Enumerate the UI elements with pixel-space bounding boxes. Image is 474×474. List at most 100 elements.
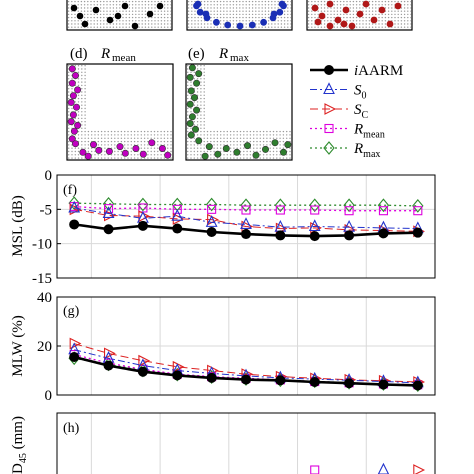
- panel-f-ytick-label: -10: [32, 237, 52, 253]
- panel-a-point: [92, 6, 100, 14]
- panel-d-point: [73, 103, 81, 111]
- panel-c-point: [378, 6, 386, 14]
- legend-marker: [323, 141, 335, 155]
- panel-g-point-iaarm: [309, 377, 320, 388]
- panel-e-label: (e): [188, 46, 205, 62]
- panel-f-point-rmean: [413, 206, 423, 216]
- panel-a-point: [70, 4, 78, 12]
- panel-a-point: [121, 2, 129, 10]
- panel-e-point: [186, 100, 194, 108]
- panel-d-point: [116, 143, 124, 151]
- panel-e-point: [279, 148, 287, 156]
- panel-a-point: [156, 2, 164, 10]
- panel-h: (h) D45 (mm): [10, 412, 436, 474]
- panel-g-point-iaarm: [378, 379, 389, 390]
- panel-f-point-rmean: [172, 204, 182, 214]
- panel-f-point-s0: [205, 215, 218, 227]
- legend-entry-rmax: Rmax: [310, 141, 380, 160]
- panel-d-point: [139, 150, 147, 158]
- panel-d-title-sub: mean: [112, 52, 136, 64]
- panel-f-point-rmax: [240, 198, 252, 213]
- panel-e-point: [192, 125, 200, 133]
- panel-f-point-iaarm: [172, 223, 183, 234]
- legend-entry-s0: S0: [310, 82, 367, 102]
- panel-g-series-sc: [74, 343, 418, 383]
- svg-text:D45 (mm): D45 (mm): [10, 416, 29, 474]
- panel-f-ylabel: MSL (dB): [10, 195, 26, 257]
- panel-d-title-main: R: [100, 46, 110, 62]
- panel-e-point: [222, 145, 230, 153]
- legend-label: Rmean: [353, 122, 385, 141]
- panel-g-point-iaarm: [103, 360, 114, 371]
- legend-entry-rmean: Rmean: [310, 122, 385, 141]
- panel-d-point: [74, 86, 82, 94]
- panel-f-point-rmax: [309, 198, 321, 213]
- panel-d-point: [67, 98, 75, 106]
- panel-f-point-rmax: [68, 196, 80, 211]
- panel-a-point: [146, 10, 154, 18]
- panel-f: 0 -5 -10 -15 (f) MSL (dB): [10, 168, 436, 287]
- panel-c-partial: [306, 0, 413, 31]
- panel-h-point-rmean: [310, 465, 320, 474]
- panel-b-point: [260, 18, 267, 26]
- panel-h-label: (h): [63, 421, 80, 436]
- panel-e-point: [233, 148, 241, 156]
- panel-c-point: [342, 6, 350, 14]
- panel-e-title-sub: max: [230, 52, 249, 64]
- panel-a-point: [76, 12, 84, 20]
- panel-h-point-s0: [377, 462, 390, 474]
- panel-g-ytick-label: 0: [45, 388, 53, 404]
- panel-g-point-iaarm: [137, 366, 148, 377]
- panel-f-point-rmean: [310, 205, 320, 215]
- legend-label: S0: [354, 83, 367, 102]
- panel-d-point: [69, 92, 77, 100]
- panel-e-point: [261, 145, 269, 153]
- panel-b-point: [236, 22, 244, 30]
- panel-g-point-iaarm: [206, 372, 217, 383]
- panel-c-point: [356, 10, 364, 18]
- panel-e-point: [271, 139, 279, 147]
- panel-a-point: [114, 12, 122, 20]
- panel-g-ylabel: MLW (%): [10, 315, 26, 377]
- legend-marker: [324, 103, 337, 115]
- panel-d-point: [121, 149, 129, 157]
- panel-f-ytick-label: -15: [32, 271, 52, 287]
- panel-e-point: [195, 137, 203, 145]
- panel-a-point: [106, 16, 114, 24]
- panel-f-ytick-label: 0: [45, 168, 53, 184]
- panel-f-point-s0: [308, 219, 321, 232]
- panel-d-point: [68, 79, 76, 87]
- panel-b-point: [270, 10, 278, 18]
- panel-f-point-rmax: [102, 196, 115, 211]
- panel-e-point: [201, 152, 209, 160]
- panel-e-title-main: R: [218, 46, 228, 62]
- panel-d-point: [148, 139, 156, 147]
- panel-b-point: [194, 0, 202, 8]
- panel-f-point-rmean: [378, 206, 389, 216]
- panel-d-point: [90, 141, 98, 149]
- panel-f-point-iaarm: [378, 228, 389, 239]
- panel-b-point: [202, 10, 210, 18]
- panel-g-point-sc: [103, 347, 116, 360]
- panel-h-ylabel: D45 (mm): [10, 416, 29, 474]
- panel-d-point: [105, 147, 113, 155]
- panel-b-point: [276, 8, 284, 16]
- panel-g-series-s0: [74, 349, 418, 384]
- panel-f-point-iaarm: [275, 230, 286, 241]
- panel-f-point-rmax: [274, 198, 287, 213]
- panel-f-point-rmax: [137, 197, 149, 212]
- panel-f-point-iaarm: [103, 224, 114, 235]
- panel-d-point: [95, 146, 103, 154]
- panel-d-point: [70, 127, 78, 135]
- panel-f-point-rmean: [275, 205, 285, 215]
- panel-f-point-iaarm: [69, 219, 80, 230]
- panel-b-partial: [186, 0, 293, 31]
- legend-marker: [324, 123, 334, 134]
- panel-d-point: [74, 121, 82, 129]
- panel-c-point: [340, 20, 348, 28]
- panel-g-point-iaarm: [344, 378, 355, 389]
- panel-f-point-iaarm: [206, 226, 217, 237]
- panel-a-partial: [66, 0, 173, 31]
